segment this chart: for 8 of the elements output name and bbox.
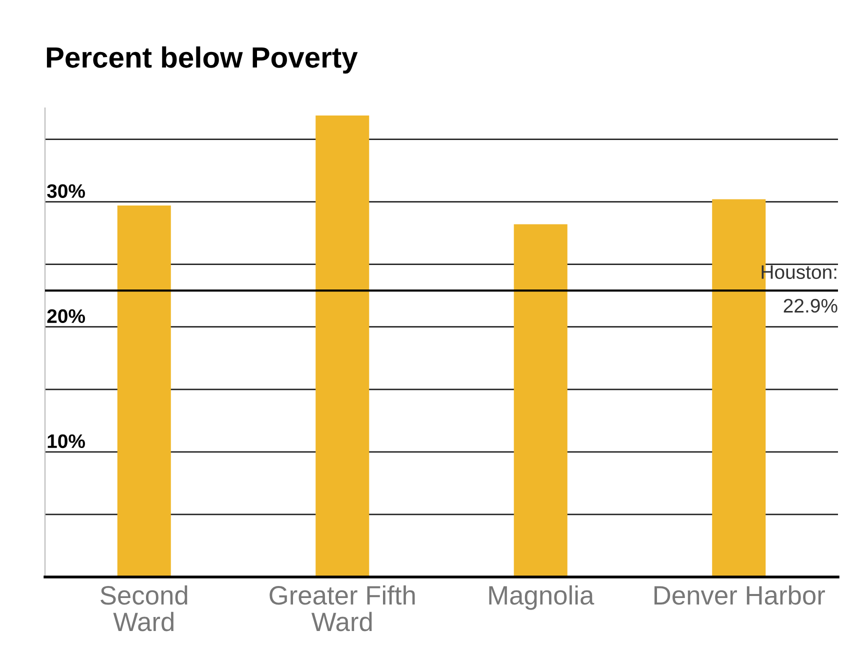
- y-tick-label: 10%: [48, 434, 85, 448]
- x-tick-label: Denver Harbor: [654, 585, 825, 605]
- y-tick-label: 20%: [47, 309, 85, 324]
- y-tick-label: 30%: [47, 184, 85, 198]
- x-tick-label: Greater Fifth Ward: [270, 585, 415, 632]
- x-tick-label: Magnolia: [489, 585, 594, 610]
- x-tick-label: Second Ward: [100, 585, 188, 632]
- chart-title: Percent below Poverty: [46, 46, 358, 74]
